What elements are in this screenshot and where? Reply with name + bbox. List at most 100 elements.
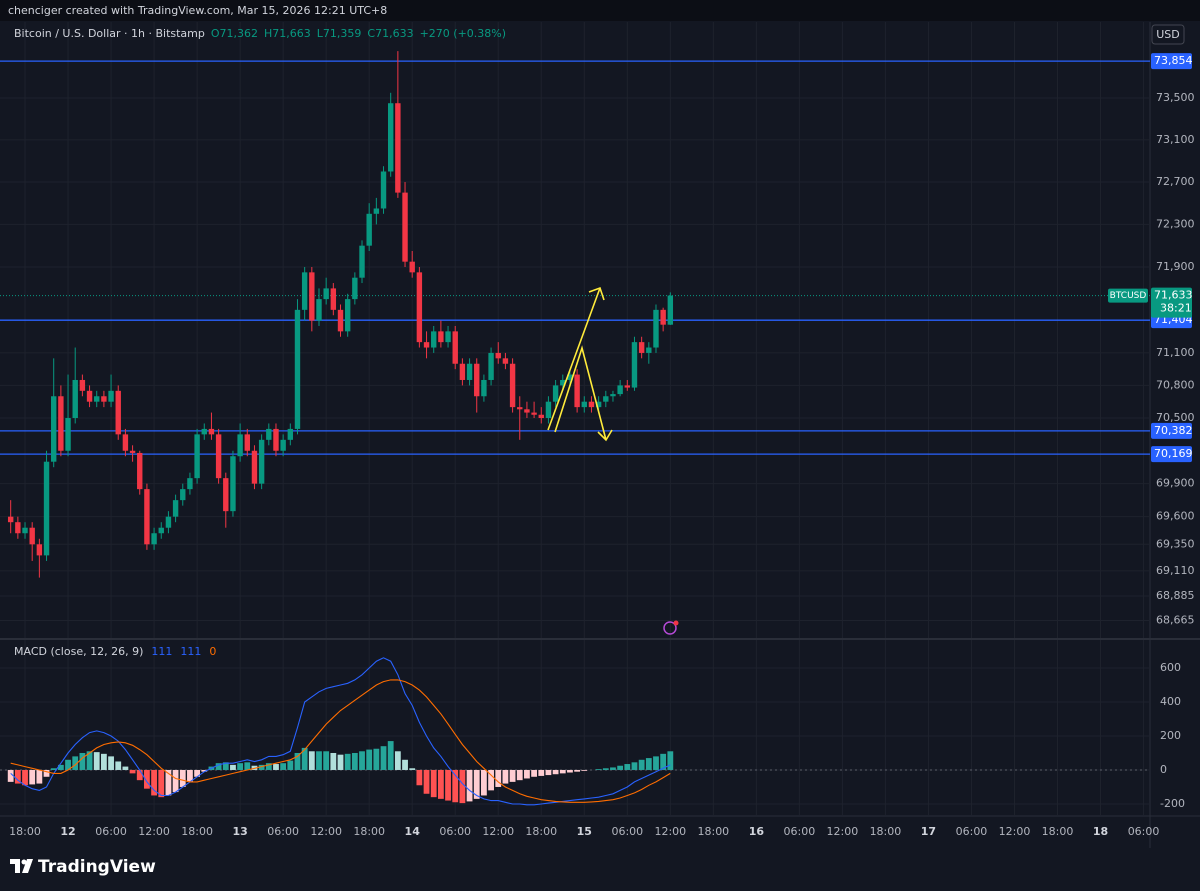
histogram-bar (280, 763, 287, 770)
candle-body (423, 342, 430, 348)
candle-body (624, 385, 631, 388)
macd-title: MACD (close, 12, 26, 9) (14, 645, 143, 658)
candle-body (172, 500, 179, 517)
candle-body (409, 261, 415, 273)
y-tick-label: 70,500 (1156, 411, 1195, 424)
histogram-bar (344, 753, 351, 770)
macd-legend-value: 111 (180, 645, 201, 658)
histogram-bar (430, 769, 437, 798)
candle-body (646, 347, 652, 353)
histogram-bar (502, 769, 509, 784)
x-tick-label: 06:00 (1128, 825, 1160, 838)
candle-body (459, 363, 466, 380)
candle-body (653, 309, 659, 348)
macd-pane (0, 657, 1150, 806)
candle-body (273, 428, 279, 451)
histogram-bar (337, 754, 344, 770)
histogram-bar (567, 769, 573, 773)
y-tick-label: 0 (1160, 763, 1167, 776)
x-tick-label: 13 (232, 825, 247, 838)
histogram-bar (380, 746, 387, 770)
x-tick-label: 18 (1093, 825, 1108, 838)
candle-body (631, 342, 638, 388)
candle-body (344, 299, 351, 332)
candle-body (58, 396, 64, 451)
histogram-bar (552, 769, 559, 775)
histogram-bar (545, 769, 552, 776)
x-tick-label: 06:00 (784, 825, 816, 838)
x-tick-label: 12:00 (827, 825, 859, 838)
candle-body (438, 331, 444, 343)
histogram-bar (351, 752, 358, 770)
histogram-bar (144, 769, 150, 789)
macd-line (10, 679, 671, 803)
y-tick-label: 69,110 (1156, 564, 1195, 577)
last-price-label: 71,633 (1154, 289, 1193, 302)
histogram-bar (516, 769, 523, 781)
price-label-box (1151, 446, 1192, 463)
price-label: 70,169 (1154, 447, 1193, 460)
histogram-bar (115, 761, 122, 770)
candle-body (115, 390, 121, 435)
x-tick-label: 12:00 (654, 825, 686, 838)
histogram-bar (394, 751, 401, 770)
candle-body (244, 434, 250, 451)
candle-body (316, 299, 322, 321)
histogram-bar (330, 752, 337, 770)
candle-body (488, 352, 494, 380)
histogram-bar (165, 769, 172, 796)
candle-body (294, 309, 301, 429)
countdown-label: 38:21 (1160, 302, 1192, 315)
candle-body (301, 272, 308, 310)
y-tick-label: 68,885 (1156, 589, 1195, 602)
candle-body (215, 434, 222, 479)
histogram-bar (373, 748, 380, 770)
candle-body (445, 331, 451, 343)
histogram-bar (129, 769, 136, 774)
candle-body (187, 478, 193, 490)
candle-body (237, 434, 243, 457)
candle-body (380, 171, 387, 209)
candle-body (531, 412, 537, 415)
histogram-bar (36, 769, 43, 784)
candle-body (29, 527, 35, 545)
candle-body (481, 379, 487, 397)
histogram-bar (488, 769, 494, 791)
alert-icon[interactable] (663, 620, 679, 635)
candle-body (524, 409, 530, 413)
candle-body (337, 309, 344, 332)
arrow-up (547, 287, 601, 431)
x-tick-label: 14 (405, 825, 421, 838)
y-tick-label: 73,500 (1156, 91, 1195, 104)
candle-body (108, 390, 114, 402)
x-tick-label: 18:00 (1042, 825, 1074, 838)
histogram-bar (86, 751, 93, 770)
candle-body (603, 396, 609, 402)
candle-body (208, 428, 215, 435)
histogram-bar (151, 769, 157, 796)
y-tick-label: 72,700 (1156, 175, 1195, 188)
annotation-arrows (547, 286, 613, 442)
histogram-bar (179, 769, 186, 787)
legend-low: L71,359 (317, 27, 362, 40)
histogram-bar (437, 769, 444, 799)
x-tick-label: 06:00 (611, 825, 643, 838)
candle-body (266, 428, 272, 440)
histogram-bar (65, 759, 71, 770)
x-tick-label: 12:00 (999, 825, 1031, 838)
legend: Bitcoin / U.S. Dollar · 1h · Bitstamp O71… (14, 27, 506, 40)
histogram-bar (610, 767, 616, 770)
histogram-bar (387, 741, 394, 770)
candle-body (309, 272, 315, 321)
x-tick-label: 15 (577, 825, 592, 838)
macd-legend: MACD (close, 12, 26, 9) 111 111 0 (14, 645, 216, 658)
y-tick-label: 69,350 (1156, 537, 1195, 550)
y-tick-label: 71,100 (1156, 346, 1195, 359)
currency-button[interactable] (1151, 24, 1185, 45)
histogram-bar (645, 758, 652, 770)
histogram-bar (187, 769, 193, 782)
histogram-bar (194, 769, 201, 777)
histogram-bar (172, 769, 179, 793)
histogram-bar (667, 751, 674, 770)
